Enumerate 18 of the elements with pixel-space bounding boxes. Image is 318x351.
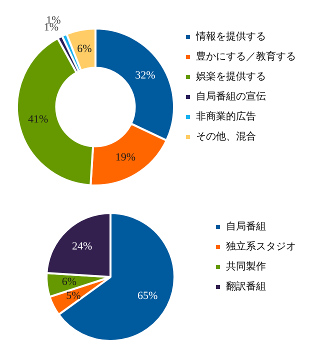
legend-label: 情報を提供する xyxy=(195,30,266,43)
legend-label: 豊かにする／教育する xyxy=(196,50,296,63)
legend-label: 自局番組の宣伝 xyxy=(196,90,266,103)
legend-label: その他、混合 xyxy=(196,130,256,143)
data-label: 6% xyxy=(62,276,77,288)
data-label: 41% xyxy=(28,114,48,126)
legend-label: 翻訳番組 xyxy=(226,280,266,293)
data-label: 5% xyxy=(66,290,81,302)
legend-label: 非商業的広告 xyxy=(196,110,256,123)
legend-label: 自局番組 xyxy=(226,220,266,233)
data-label: 6% xyxy=(77,43,92,56)
legend-label: 共同製作 xyxy=(226,260,266,273)
legend-label: 娯楽を提供する xyxy=(196,70,266,83)
legend-label: 独立系スタジオ xyxy=(226,240,296,253)
data-label: 32% xyxy=(135,69,156,82)
data-label: 65% xyxy=(137,290,158,302)
data-label: 24% xyxy=(72,240,92,253)
data-label: 19% xyxy=(115,152,136,164)
